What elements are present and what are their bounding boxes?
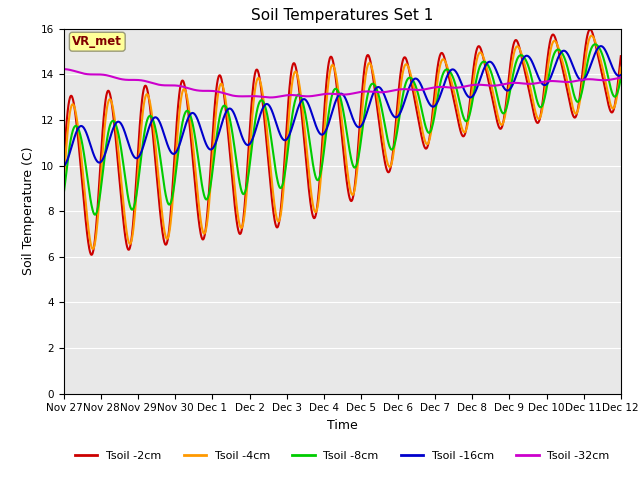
X-axis label: Time: Time <box>327 419 358 432</box>
Text: VR_met: VR_met <box>72 35 122 48</box>
Y-axis label: Soil Temperature (C): Soil Temperature (C) <box>22 147 35 276</box>
Legend: Tsoil -2cm, Tsoil -4cm, Tsoil -8cm, Tsoil -16cm, Tsoil -32cm: Tsoil -2cm, Tsoil -4cm, Tsoil -8cm, Tsoi… <box>70 446 614 466</box>
Title: Soil Temperatures Set 1: Soil Temperatures Set 1 <box>252 9 433 24</box>
